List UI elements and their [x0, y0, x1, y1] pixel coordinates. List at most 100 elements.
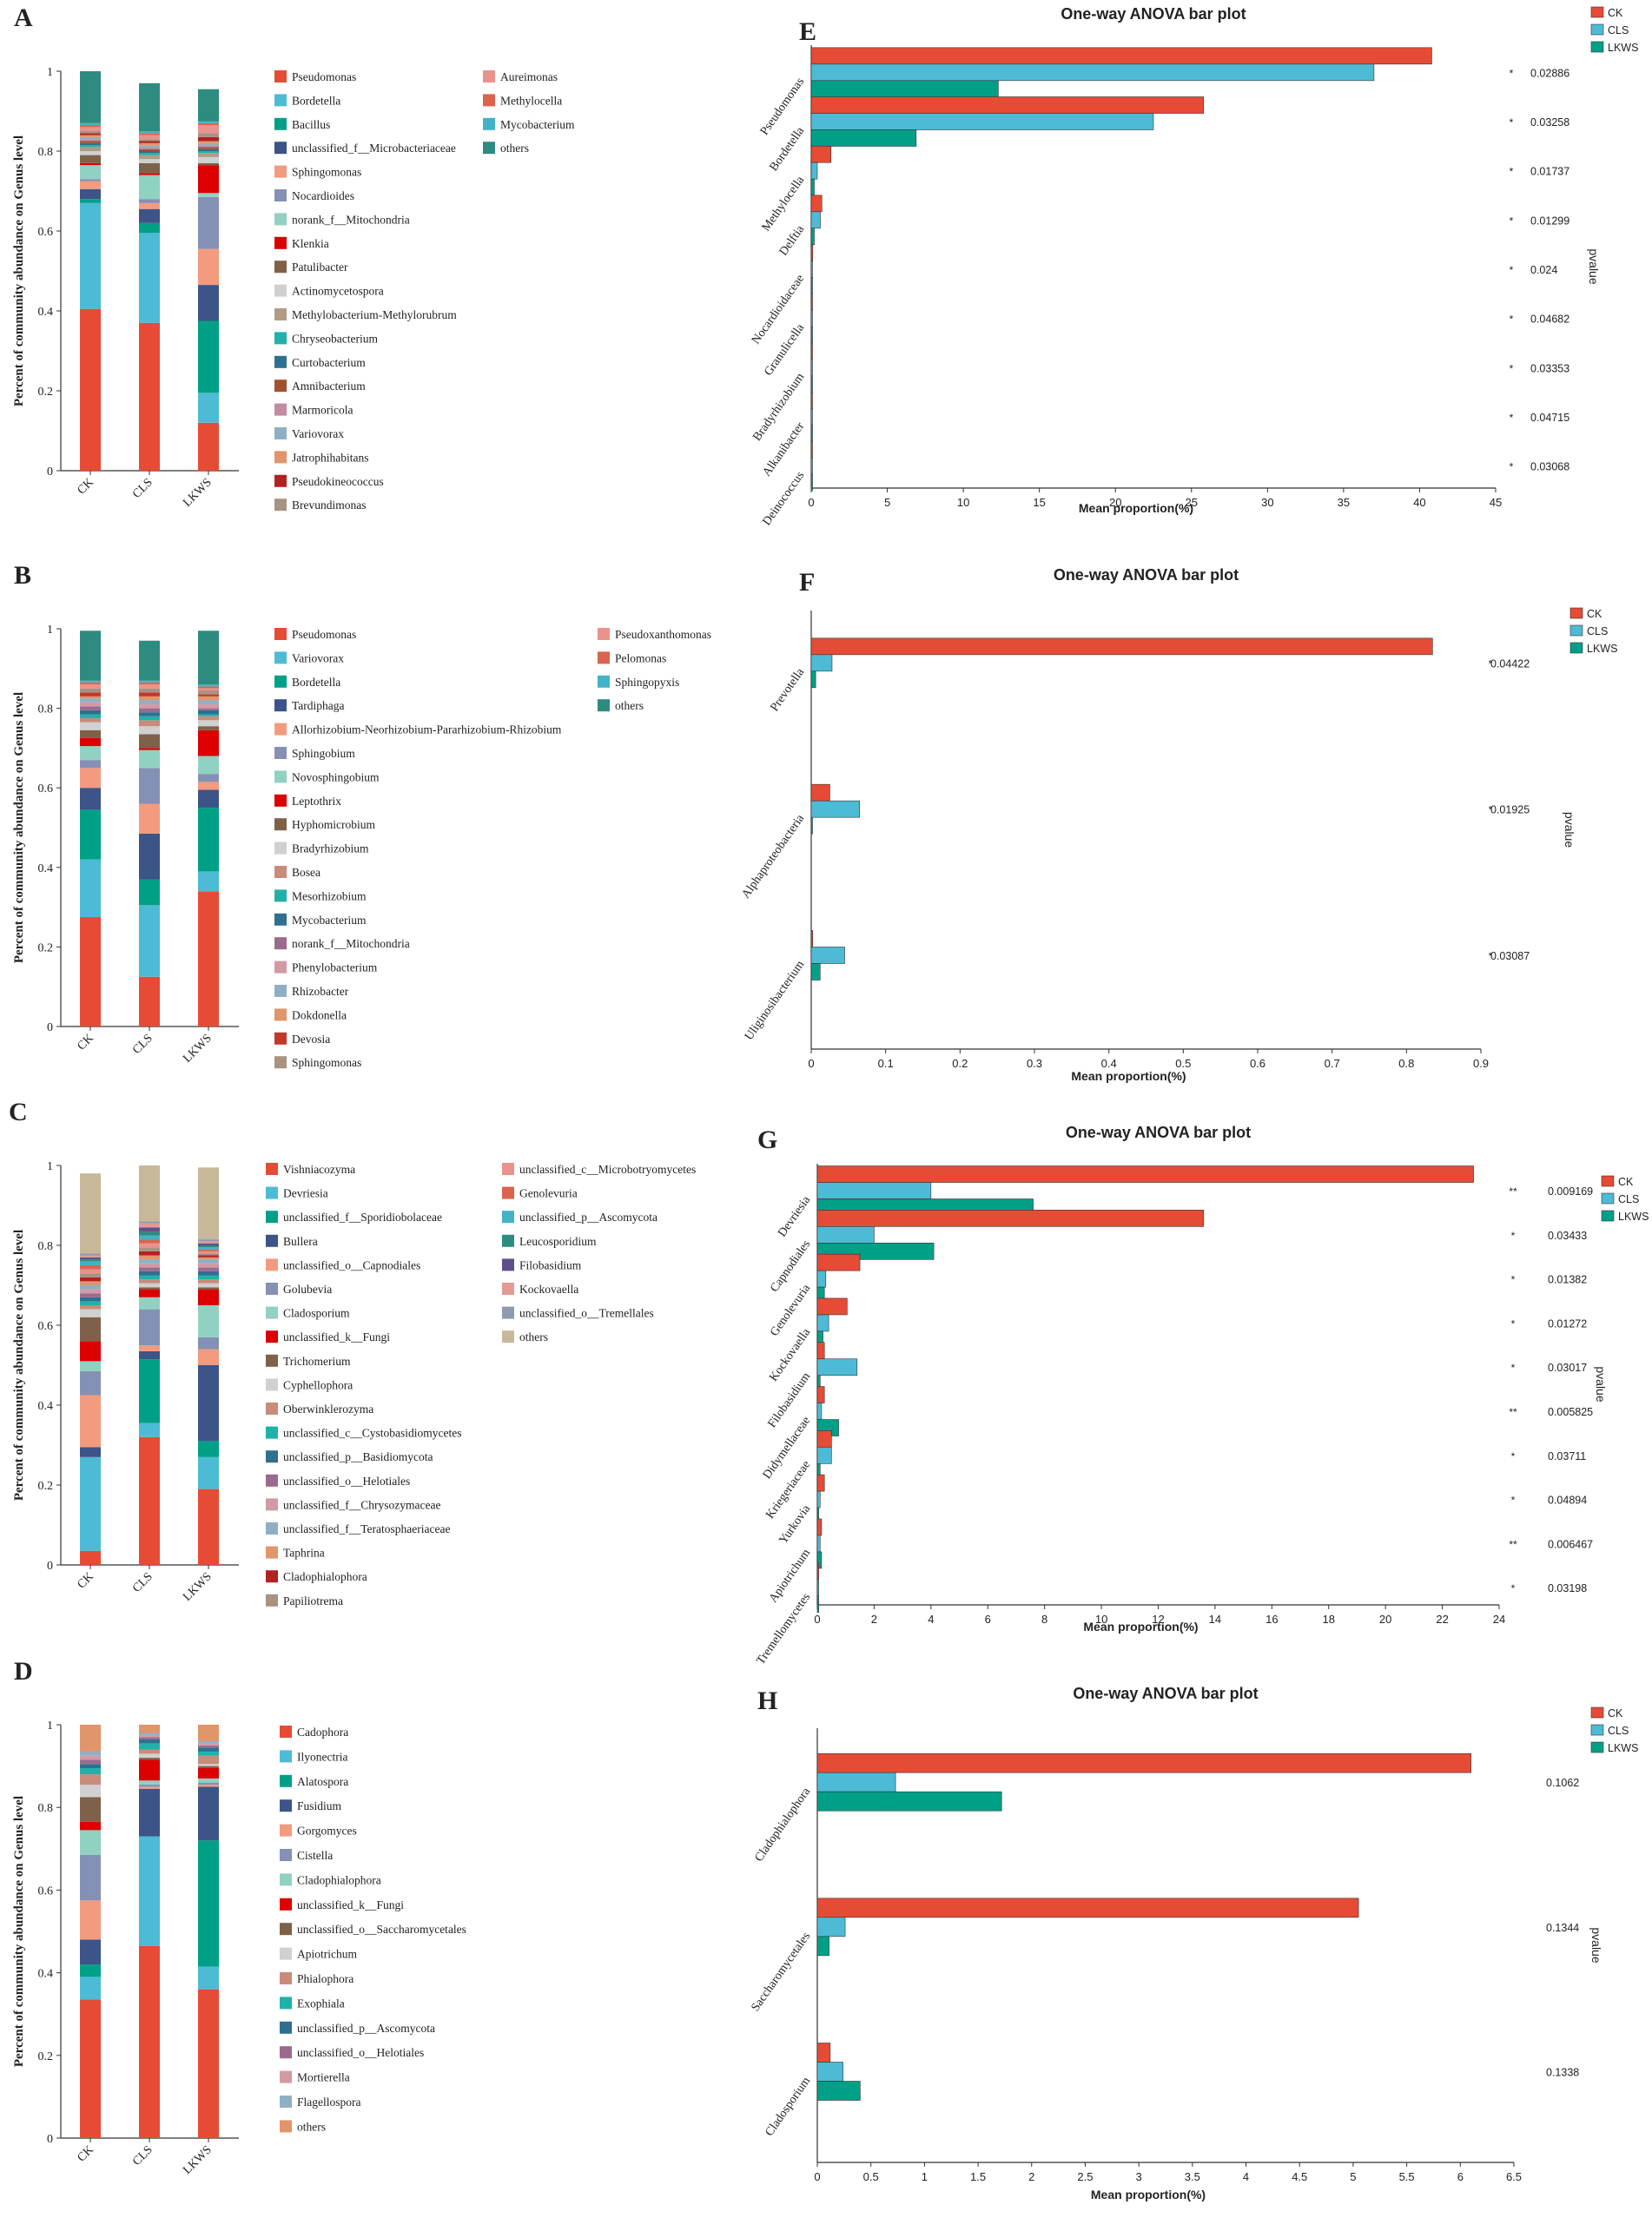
bar-segment: [80, 1456, 101, 1551]
bar-segment: [80, 1759, 101, 1765]
legend-label: Allorhizobium-Neorhizobium-Pararhizobium…: [292, 723, 562, 736]
legend-label: Sphingomonas: [292, 166, 361, 179]
bar-segment: [80, 696, 101, 699]
legend-swatch: [274, 94, 287, 107]
bar-segment: [198, 726, 219, 730]
p-value: 0.02886: [1530, 67, 1569, 79]
legend-label: Sphingobium: [292, 747, 355, 760]
bar-segment: [198, 1255, 219, 1258]
bar-segment: [139, 1297, 160, 1310]
bar-segment: [139, 175, 160, 200]
bar-segment: [139, 1309, 160, 1345]
x-tick-label: 2: [871, 1613, 877, 1626]
bar-segment: [139, 155, 160, 160]
anova-bar: [810, 947, 845, 964]
bar-segment: [80, 718, 101, 723]
bar-segment: [80, 1854, 101, 1901]
bar-segment: [80, 1265, 101, 1270]
bar-segment: [80, 127, 101, 131]
bar-segment: [80, 122, 101, 126]
legend-label: Mycobacterium: [292, 914, 367, 927]
bar-segment: [139, 682, 160, 685]
legend-swatch: [502, 1306, 514, 1319]
bar-segment: [139, 135, 160, 140]
anova-bar: [810, 178, 815, 196]
p-value: 0.1062: [1546, 1777, 1579, 1789]
bar-segment: [198, 1778, 219, 1783]
bar-segment: [80, 1821, 101, 1831]
bar-segment: [80, 698, 101, 703]
x-tick-label: 0: [808, 1057, 814, 1070]
bar-segment: [139, 1289, 160, 1297]
bar-segment: [198, 1247, 219, 1250]
bar-segment: [80, 1395, 101, 1448]
legend-label: Pseudoxanthomonas: [615, 628, 711, 641]
legend-label: CLS: [1608, 1725, 1629, 1737]
bar-segment: [198, 700, 219, 705]
legend-swatch: [266, 1594, 278, 1607]
legend-swatch: [1590, 6, 1604, 18]
x-tick-label: 6: [985, 1613, 991, 1626]
legend-swatch: [280, 1997, 292, 2010]
legend-swatch: [280, 1849, 292, 1861]
bar-segment: [139, 684, 160, 689]
bar-segment: [198, 1751, 219, 1756]
bar-segment: [198, 1243, 219, 1245]
legend-swatch: [274, 1032, 287, 1045]
x-tick-label: 10: [1095, 1613, 1107, 1626]
anova-bar: [816, 1474, 825, 1492]
bar-segment: [198, 1239, 219, 1242]
y-tick-label: 0: [47, 1021, 53, 1034]
legend-label: unclassified_o__Helotiales: [283, 1475, 410, 1488]
y-tick-label: 0.2: [38, 386, 54, 399]
legend-label: Cladophialophora: [283, 1570, 367, 1583]
bar-segment: [139, 1235, 160, 1240]
significance-marker: *: [1511, 1495, 1516, 1507]
bar-segment: [80, 136, 101, 140]
bar-segment: [198, 196, 219, 249]
legend-label: Cistella: [297, 1849, 333, 1862]
significance-marker: *: [1510, 412, 1514, 424]
bar-segment: [80, 142, 101, 146]
anova-bar: [810, 359, 813, 377]
legend-swatch: [1590, 23, 1604, 36]
anova-bar: [816, 1535, 821, 1553]
legend-label: Bosea: [292, 866, 320, 879]
bar-segment: [198, 714, 219, 716]
bar-segment: [139, 704, 160, 709]
bar-segment: [80, 1269, 101, 1274]
bar-segment: [139, 833, 160, 880]
legend-label: Apiotrichum: [297, 1948, 357, 1961]
x-tick-label: 35: [1338, 496, 1350, 509]
bar-segment: [80, 1964, 101, 1977]
y-tick-label: 0.8: [38, 146, 54, 159]
legend-label: Dokdonella: [292, 1008, 347, 1021]
p-value: 0.01299: [1530, 215, 1569, 227]
bar-segment: [139, 1267, 160, 1271]
bar-segment: [139, 680, 160, 683]
significance-marker: **: [1509, 1185, 1517, 1198]
anova-bar: [816, 1297, 848, 1316]
legend-label: Bordetella: [292, 94, 340, 107]
legend-label: Nocardioides: [292, 189, 354, 202]
anova-bar: [816, 1226, 875, 1244]
anova-bar: [816, 1447, 832, 1464]
bar-segment: [198, 688, 219, 690]
anova-bar: [810, 261, 813, 278]
bar-segment: [80, 71, 101, 123]
bar-segment: [139, 208, 160, 223]
bar-segment: [198, 704, 219, 709]
pvalue-axis-label: pvalue: [1594, 1366, 1608, 1402]
significance-marker: *: [1510, 314, 1514, 326]
bar-segment: [198, 1267, 219, 1271]
bar-segment: [198, 729, 219, 756]
legend-swatch: [274, 355, 287, 368]
x-tick-label: 4: [928, 1613, 934, 1626]
legend-swatch: [1601, 1210, 1615, 1222]
anova-bar: [816, 1386, 825, 1403]
bar-segment: [80, 706, 101, 710]
legend-swatch: [502, 1330, 514, 1343]
y-tick-label: 1: [47, 66, 53, 79]
anova-bar: [816, 1562, 819, 1581]
bar-segment: [139, 905, 160, 977]
